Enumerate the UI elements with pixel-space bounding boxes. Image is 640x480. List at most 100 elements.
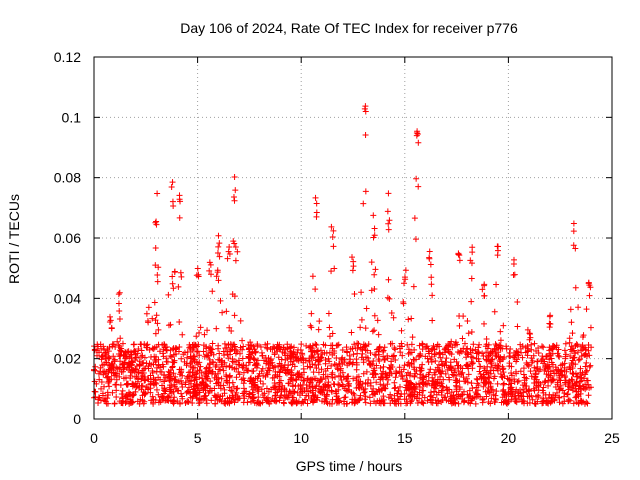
data-point bbox=[339, 347, 346, 354]
data-point bbox=[512, 368, 519, 375]
data-point bbox=[178, 390, 185, 397]
data-point bbox=[487, 400, 494, 407]
data-point bbox=[231, 312, 238, 319]
data-point bbox=[514, 299, 521, 306]
data-point bbox=[528, 346, 535, 353]
data-point bbox=[336, 382, 343, 389]
data-point bbox=[149, 345, 156, 352]
data-point bbox=[501, 373, 508, 380]
data-point bbox=[432, 397, 439, 404]
data-point bbox=[225, 355, 232, 362]
data-point bbox=[521, 379, 528, 386]
data-point bbox=[580, 375, 587, 382]
data-point bbox=[230, 238, 237, 245]
data-point bbox=[434, 376, 441, 383]
data-point bbox=[385, 190, 392, 197]
data-point bbox=[472, 400, 479, 407]
data-point bbox=[330, 380, 337, 387]
data-point bbox=[484, 363, 491, 370]
data-point bbox=[143, 342, 150, 349]
data-point bbox=[511, 378, 518, 385]
data-point bbox=[382, 356, 388, 363]
data-point bbox=[117, 347, 124, 354]
data-point bbox=[566, 378, 573, 385]
data-point bbox=[350, 258, 357, 265]
data-point bbox=[442, 358, 449, 365]
data-point bbox=[456, 371, 463, 378]
data-point bbox=[586, 292, 593, 299]
data-point bbox=[217, 297, 224, 304]
data-point bbox=[384, 381, 391, 388]
data-point bbox=[111, 356, 118, 363]
data-point bbox=[309, 352, 316, 359]
data-point bbox=[550, 376, 557, 383]
data-point bbox=[290, 394, 297, 401]
data-point bbox=[132, 348, 139, 355]
data-point bbox=[456, 322, 463, 329]
data-point bbox=[493, 281, 500, 288]
y-tick-label: 0.12 bbox=[54, 49, 81, 65]
data-point bbox=[386, 217, 393, 224]
data-point bbox=[515, 377, 522, 384]
data-point bbox=[447, 398, 454, 405]
data-point bbox=[389, 340, 396, 347]
data-point bbox=[150, 374, 157, 381]
data-point bbox=[170, 370, 177, 377]
data-point bbox=[331, 265, 338, 272]
data-point bbox=[468, 329, 475, 336]
data-point bbox=[159, 394, 166, 401]
data-point bbox=[535, 345, 542, 352]
data-point bbox=[460, 313, 467, 320]
data-point bbox=[444, 366, 451, 373]
data-point bbox=[328, 268, 335, 275]
data-point bbox=[254, 375, 261, 382]
data-point bbox=[276, 345, 283, 352]
data-point bbox=[487, 370, 494, 377]
data-point bbox=[379, 348, 386, 355]
data-point bbox=[106, 344, 113, 351]
data-point bbox=[497, 328, 504, 335]
data-point bbox=[130, 392, 137, 399]
data-point bbox=[494, 247, 501, 254]
data-point bbox=[113, 387, 120, 394]
data-point bbox=[469, 385, 476, 392]
data-point bbox=[169, 364, 176, 371]
data-point bbox=[215, 345, 222, 352]
data-point bbox=[288, 343, 295, 350]
data-point bbox=[224, 255, 231, 262]
data-point bbox=[416, 395, 423, 402]
data-point bbox=[545, 394, 552, 401]
data-point bbox=[143, 310, 150, 317]
data-point bbox=[546, 320, 553, 327]
data-point bbox=[246, 345, 253, 352]
data-point bbox=[439, 383, 446, 390]
data-point bbox=[439, 397, 446, 404]
y-tick-label: 0 bbox=[73, 411, 81, 427]
data-point bbox=[99, 352, 106, 359]
data-point bbox=[529, 357, 536, 364]
data-point bbox=[428, 274, 435, 281]
data-point bbox=[561, 347, 568, 354]
data-point bbox=[571, 347, 578, 354]
data-point bbox=[419, 346, 426, 353]
data-point bbox=[487, 350, 494, 357]
data-point bbox=[143, 360, 150, 367]
data-point bbox=[401, 390, 408, 397]
data-point bbox=[349, 399, 356, 406]
data-point bbox=[429, 399, 436, 406]
data-point bbox=[117, 358, 124, 365]
data-point bbox=[483, 336, 490, 343]
data-point bbox=[455, 250, 462, 257]
data-point bbox=[378, 397, 385, 404]
data-point bbox=[154, 320, 161, 327]
data-point bbox=[106, 318, 113, 325]
data-point bbox=[556, 399, 563, 406]
data-point bbox=[343, 344, 350, 351]
data-point bbox=[266, 365, 273, 372]
data-point bbox=[147, 381, 154, 388]
data-point bbox=[240, 369, 247, 376]
data-point bbox=[232, 187, 239, 194]
data-point bbox=[192, 391, 199, 398]
data-point bbox=[233, 358, 240, 365]
